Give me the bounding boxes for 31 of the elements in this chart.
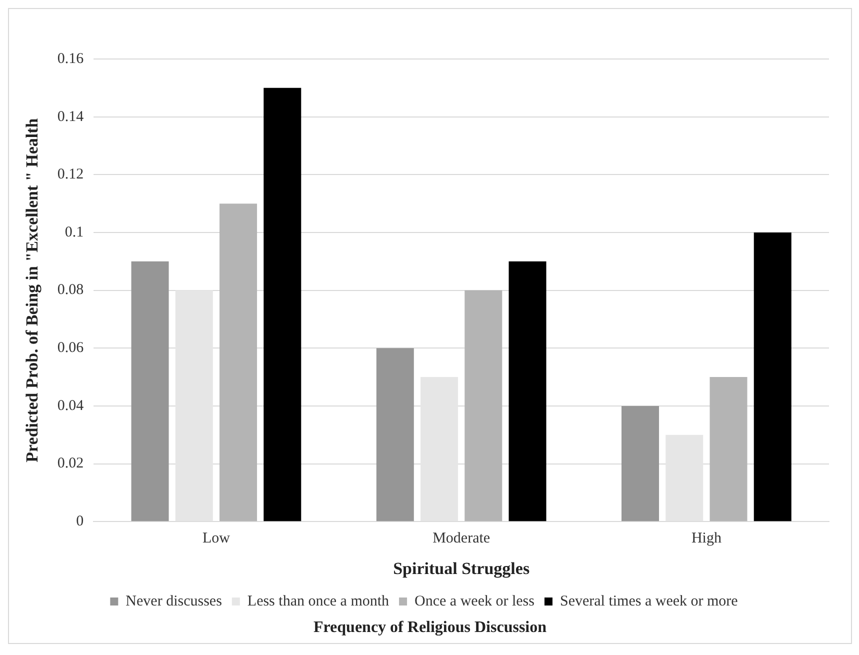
y-tick-label: 0.14 [57,108,84,125]
y-tick-label: 0.1 [64,224,84,240]
y-axis-title: Predicted Prob. of Being in "Excellent " Health [22,118,42,462]
x-tick-label: High [691,530,722,547]
bar [464,290,502,522]
bar [131,261,169,522]
legend-label: Once a week or less [414,593,535,610]
y-tick-label: 0.02 [57,456,84,472]
bar [220,204,258,522]
y-tick-label: 0.12 [57,166,84,183]
legend-label: Less than once a month [247,593,390,610]
y-tick-label: 0.16 [57,50,84,67]
y-tick-label: 0.04 [57,398,84,414]
bar [175,290,213,522]
bar [622,406,660,522]
bar [376,348,414,522]
bar [710,377,748,522]
bar [754,232,792,522]
y-tick-label: 0.08 [57,282,84,298]
legend-title: Frequency of Religious Discussion [312,619,548,638]
x-tick-label: Moderate [432,530,490,547]
y-tick-label: 0 [76,514,84,530]
legend-label: Several times a week or more [560,593,738,610]
x-axis-title: Spiritual Struggles [393,559,530,578]
y-tick-label: 0.06 [57,340,84,356]
bar [508,261,546,522]
bar [666,434,704,522]
x-tick-label: Low [202,530,230,547]
legend-label: Never discusses [126,593,222,610]
bar [264,88,302,522]
bar [420,377,458,522]
